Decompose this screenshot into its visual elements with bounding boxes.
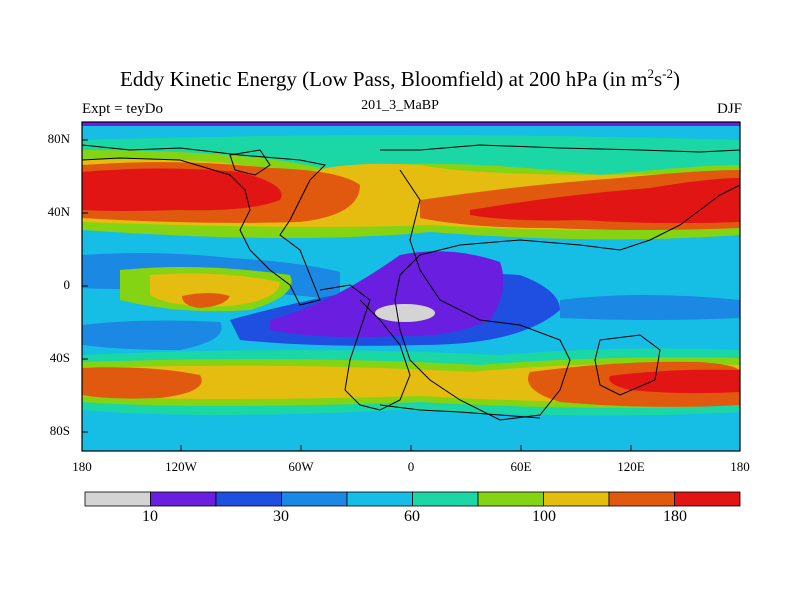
colorbar-swatch <box>150 491 217 507</box>
colorbar-swatch <box>412 491 479 507</box>
colorbar-swatch <box>215 491 282 507</box>
south-america-outline <box>319 284 411 411</box>
colorbar-label-180: 180 <box>663 508 687 525</box>
colorbar-swatch <box>674 491 741 507</box>
season-label: DJF <box>716 101 742 117</box>
lat-label-80s: 80S <box>49 423 70 438</box>
south-bottom-cyan <box>82 420 740 451</box>
lon-label-120w: 120W <box>165 459 197 474</box>
tropics-west-orange <box>182 293 230 308</box>
jet-west-red <box>82 168 282 211</box>
colorbar-label-60: 60 <box>404 508 420 525</box>
lon-label-180-left: 180 <box>72 459 92 474</box>
axis-ticks <box>82 139 632 451</box>
lat-label-40s: 40S <box>49 350 70 365</box>
top-strip <box>82 122 740 126</box>
tropics-purple-minimum <box>270 251 504 338</box>
chart-subtitle: 201_3_MaBP <box>361 98 439 113</box>
experiment-label: Expt = teyDo <box>82 101 163 117</box>
tropics-east-blue <box>82 320 222 350</box>
eurasia-africa-outline <box>380 144 741 421</box>
lat-label-40n: 40N <box>47 204 70 219</box>
north-america-outline <box>81 144 327 306</box>
antarctica-outline <box>379 404 541 419</box>
colorbar-swatch <box>543 491 610 507</box>
colorbar-label-100: 100 <box>532 508 556 525</box>
lon-label-0: 0 <box>407 459 415 474</box>
colorbar-swatch <box>281 491 348 507</box>
colorbar-swatch <box>346 491 413 507</box>
lat-label-0: 0 <box>63 277 71 292</box>
lon-label-180-right: 180 <box>730 459 750 474</box>
australia-outline <box>594 334 661 396</box>
colorbar-swatch <box>608 491 675 507</box>
colorbar-label-10: 10 <box>142 508 158 525</box>
south-west-orange <box>82 367 202 399</box>
colorbar-label-30: 30 <box>273 508 289 525</box>
heatmap-fields <box>82 122 740 451</box>
colorbar-swatch <box>84 491 151 507</box>
tropics-gray-core <box>375 304 435 322</box>
south-east-red <box>609 369 740 394</box>
colorbar <box>84 491 741 507</box>
chart-title: Eddy Kinetic Energy (Low Pass, Bloomfiel… <box>120 66 680 91</box>
tropics-far-east-blue <box>560 295 740 320</box>
colorbar-swatch <box>477 491 544 507</box>
lon-label-60w: 60W <box>288 459 314 474</box>
lon-label-60e: 60E <box>510 459 532 474</box>
lat-label-80n: 80N <box>47 131 70 146</box>
jet-east-red <box>470 178 740 224</box>
greenland-outline <box>229 149 271 176</box>
lon-label-120e: 120E <box>617 459 645 474</box>
continent-outlines <box>81 144 741 421</box>
